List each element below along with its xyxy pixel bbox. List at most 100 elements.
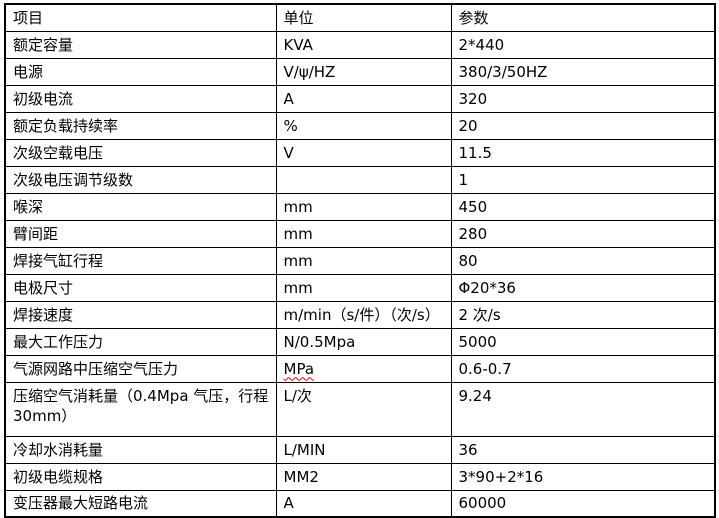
header-param: 参数 [450, 3, 716, 32]
unit-text: MPa [283, 359, 315, 378]
item-cell: 次级电压调节级数 [4, 165, 277, 194]
item-cell: 初级电缆规格 [4, 462, 277, 491]
table-row: 焊接气缸行程 mm 80 [4, 246, 716, 275]
unit-cell: A [275, 84, 452, 113]
item-text: 气源网路中压缩空气压力 [13, 359, 179, 378]
item-cell: 焊接速度 [4, 300, 277, 329]
spec-table-body: 额定容量 KVA 2*440 电源 V/ψ/HZ 380/3/50HZ 初级电流… [4, 30, 716, 518]
unit-cell: V/ψ/HZ [275, 57, 452, 86]
param-text: 0.6-0.7 [458, 359, 512, 378]
unit-text: A [283, 89, 294, 108]
param-text: 380/3/50HZ [458, 62, 548, 81]
item-cell: 次级空载电压 [4, 138, 277, 167]
param-text: 60000 [458, 494, 507, 513]
unit-cell: N/0.5Mpa [275, 327, 452, 356]
item-text: 初级电缆规格 [13, 467, 104, 486]
unit-cell: m/min（s/件）（次/s） [275, 300, 452, 329]
unit-cell: MM2 [275, 462, 452, 491]
item-text: 最大工作压力 [13, 332, 104, 351]
table-row: 焊接速度 m/min（s/件）（次/s） 2 次/s [4, 300, 716, 329]
table-row: 初级电流 A 320 [4, 84, 716, 113]
table-row: 喉深 mm 450 [4, 192, 716, 221]
param-text: 2*440 [458, 35, 505, 54]
unit-text: m/min（s/件）（次/s） [283, 305, 440, 324]
unit-cell: A [275, 489, 452, 518]
param-text: 5000 [458, 332, 497, 351]
param-cell: 2 次/s [450, 300, 716, 329]
table-row: 冷却水消耗量 L/MIN 36 [4, 435, 716, 464]
param-cell: 380/3/50HZ [450, 57, 716, 86]
param-text: 1 [458, 170, 469, 189]
param-text: 80 [458, 251, 478, 270]
param-text: 280 [458, 224, 488, 243]
unit-text: % [283, 116, 298, 135]
item-text: 电极尺寸 [13, 278, 74, 297]
item-cell: 喉深 [4, 192, 277, 221]
table-row: 变压器最大短路电流 A 60000 [4, 489, 716, 518]
unit-cell: % [275, 111, 452, 140]
param-cell: 60000 [450, 489, 716, 518]
item-text: 焊接速度 [13, 305, 74, 324]
unit-cell: L/次 [275, 381, 452, 437]
item-cell: 臂间距 [4, 219, 277, 248]
param-cell: 5000 [450, 327, 716, 356]
param-cell: 2*440 [450, 30, 716, 59]
item-text: 额定容量 [13, 35, 74, 54]
unit-text: mm [283, 197, 313, 216]
item-text: 喉深 [13, 197, 44, 216]
item-cell: 额定负载持续率 [4, 111, 277, 140]
param-cell: Φ20*36 [450, 273, 716, 302]
unit-cell: L/MIN [275, 435, 452, 464]
unit-text: KVA [283, 35, 313, 54]
unit-text: mm [283, 278, 313, 297]
item-text: 变压器最大短路电流 [13, 494, 149, 513]
unit-text: N/0.5Mpa [283, 332, 356, 351]
param-text: 450 [458, 197, 488, 216]
spec-table-head: 项目 单位 参数 [4, 3, 716, 32]
table-row: 次级空载电压 V 11.5 [4, 138, 716, 167]
item-cell: 变压器最大短路电流 [4, 489, 277, 518]
item-text: 额定负载持续率 [13, 116, 119, 135]
param-cell: 11.5 [450, 138, 716, 167]
header-item: 项目 [4, 3, 277, 32]
item-cell: 初级电流 [4, 84, 277, 113]
header-row: 项目 单位 参数 [4, 3, 716, 32]
param-cell: 0.6-0.7 [450, 354, 716, 383]
table-row: 气源网路中压缩空气压力 MPa 0.6-0.7 [4, 354, 716, 383]
table-row: 额定负载持续率 % 20 [4, 111, 716, 140]
param-cell: 20 [450, 111, 716, 140]
table-row: 初级电缆规格 MM2 3*90+2*16 [4, 462, 716, 491]
header-unit: 单位 [275, 3, 452, 32]
table-row: 压缩空气消耗量（0.4Mpa 气压，行程 30mm） L/次 9.24 [4, 381, 716, 437]
spec-table: 项目 单位 参数 额定容量 KVA 2*440 电源 V/ψ/HZ 380/3/… [4, 3, 716, 518]
item-text: 冷却水消耗量 [13, 440, 104, 459]
param-text: 9.24 [458, 386, 492, 405]
unit-text: V [283, 143, 294, 162]
unit-text: mm [283, 251, 313, 270]
param-text: 320 [458, 89, 488, 108]
table-row: 次级电压调节级数 1 [4, 165, 716, 194]
unit-cell: mm [275, 273, 452, 302]
header-param-label: 参数 [458, 8, 489, 27]
unit-cell [275, 165, 452, 194]
unit-cell: mm [275, 219, 452, 248]
unit-text: MM2 [283, 467, 319, 486]
unit-text: L/次 [283, 386, 312, 405]
header-unit-label: 单位 [283, 8, 314, 27]
item-text: 次级空载电压 [13, 143, 104, 162]
item-text: 焊接气缸行程 [13, 251, 104, 270]
item-cell: 电极尺寸 [4, 273, 277, 302]
param-cell: 3*90+2*16 [450, 462, 716, 491]
table-row: 最大工作压力 N/0.5Mpa 5000 [4, 327, 716, 356]
unit-cell: V [275, 138, 452, 167]
param-cell: 9.24 [450, 381, 716, 437]
param-text: 3*90+2*16 [458, 467, 544, 486]
item-text: 电源 [13, 62, 44, 81]
item-cell: 额定容量 [4, 30, 277, 59]
table-row: 电源 V/ψ/HZ 380/3/50HZ [4, 57, 716, 86]
unit-text: mm [283, 224, 313, 243]
param-text: 20 [458, 116, 478, 135]
table-row: 电极尺寸 mm Φ20*36 [4, 273, 716, 302]
param-text: Φ20*36 [458, 278, 516, 297]
table-row: 额定容量 KVA 2*440 [4, 30, 716, 59]
